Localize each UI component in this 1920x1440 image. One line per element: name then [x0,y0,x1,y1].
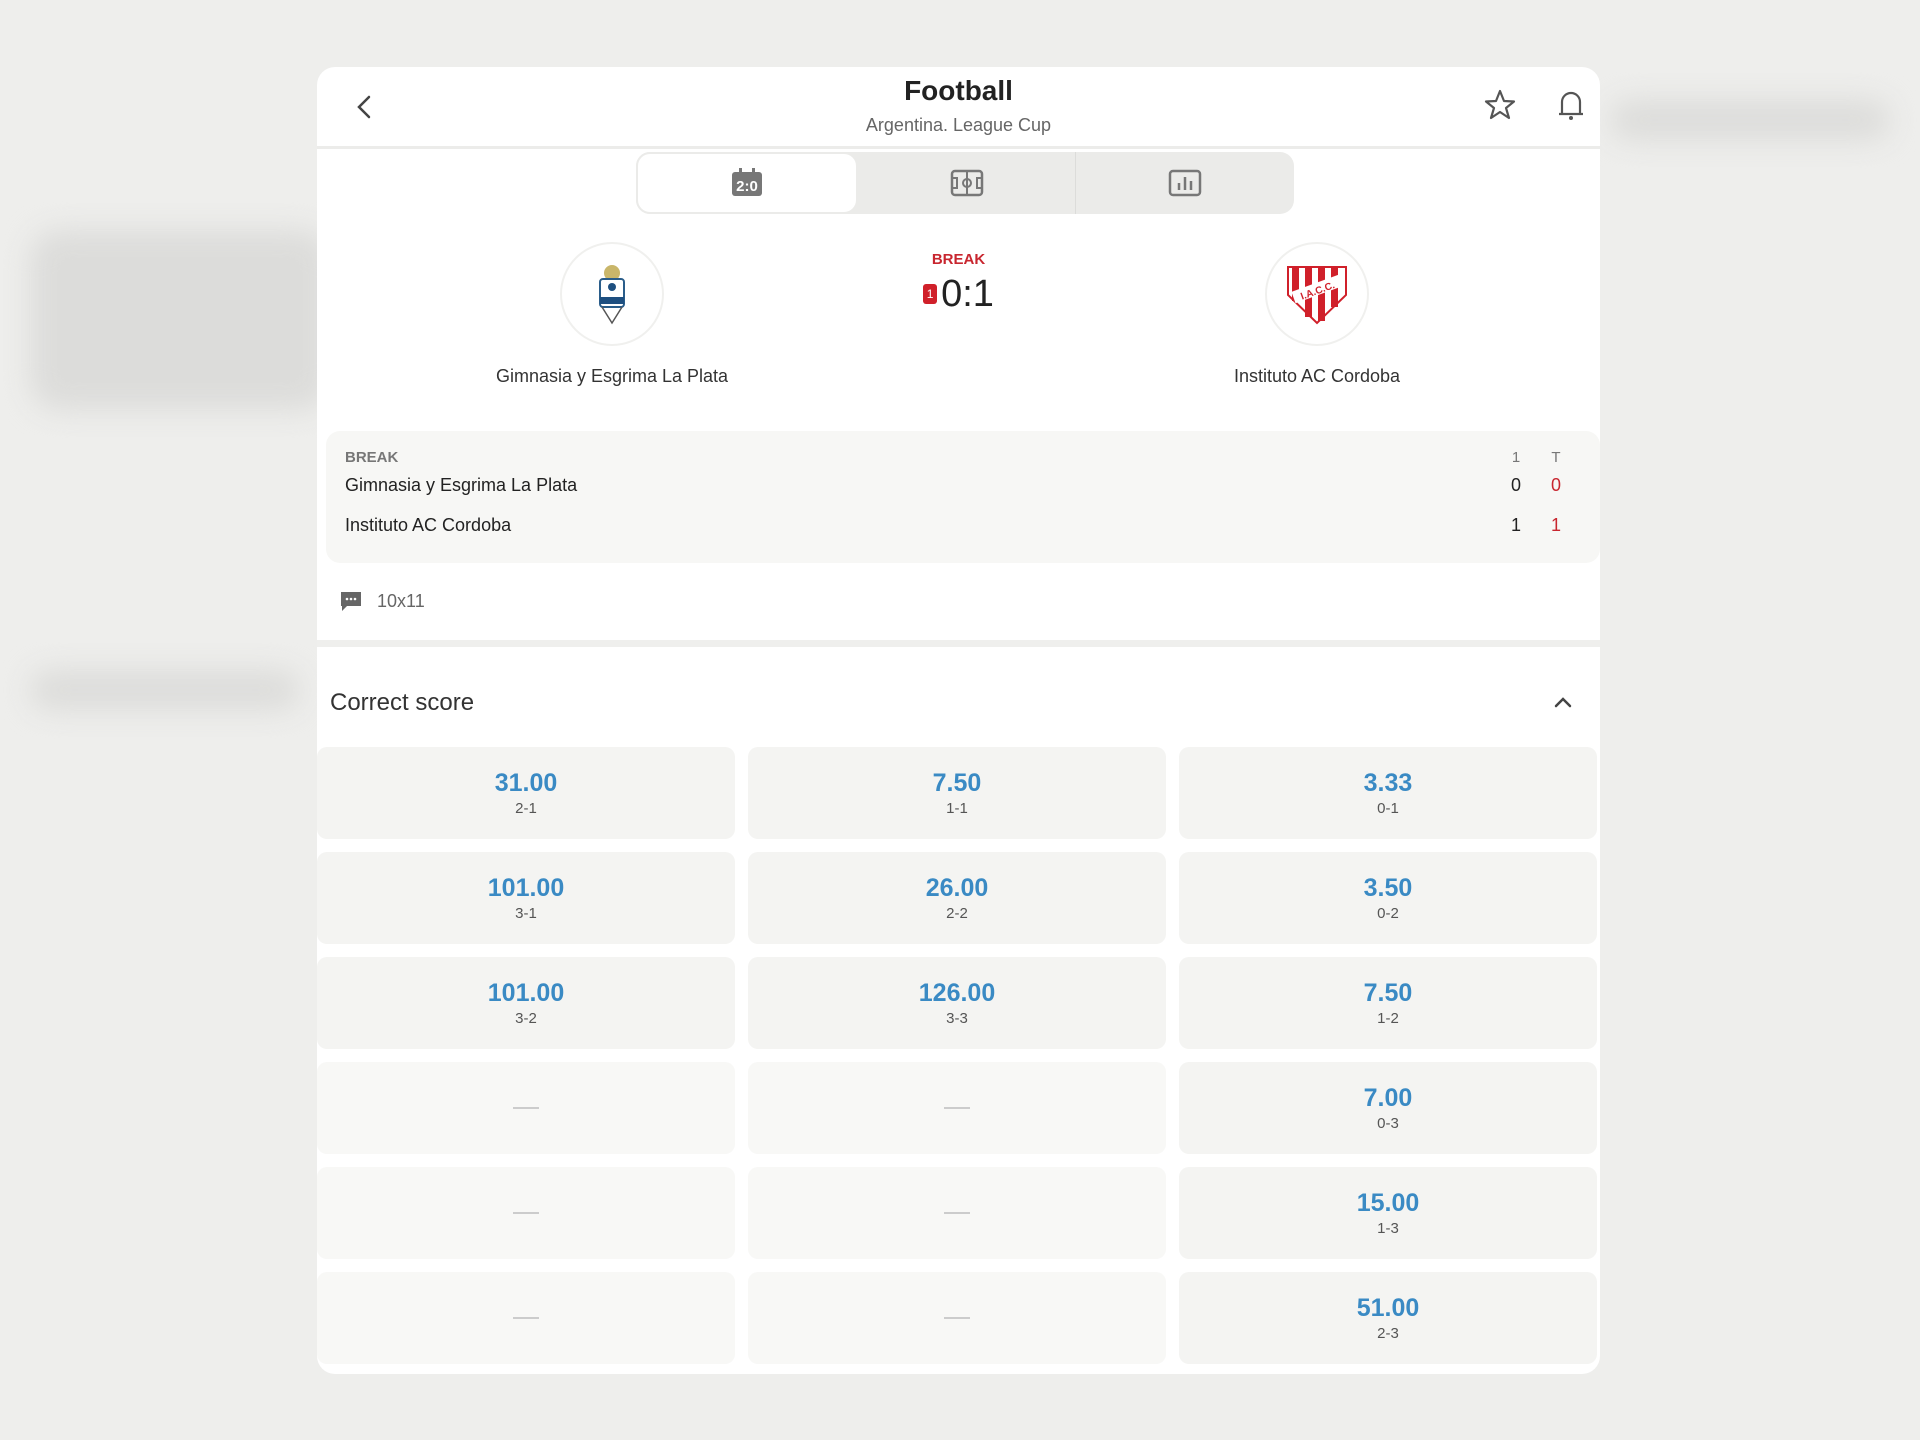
scoreboard-row: Gimnasia y Esgrima La Plata 0 0 [345,475,1576,496]
svg-text:2:0: 2:0 [736,178,758,195]
score-value: 0:1 [941,273,994,315]
tab-scoreboard[interactable]: 2:0 [636,152,858,214]
star-icon[interactable] [1480,85,1520,125]
team-name: Gimnasia y Esgrima La Plata [345,475,578,495]
odds-unavailable [748,1272,1166,1364]
odds-unavailable [748,1167,1166,1259]
odds-value: 7.00 [1363,1084,1413,1112]
background-blur [30,670,300,710]
scoreboard-row: Instituto AC Cordoba 1 1 [345,515,1576,536]
odds-unavailable [748,1062,1166,1154]
comment-text: 10x11 [377,590,425,611]
odds-value: 7.50 [1363,979,1413,1007]
red-card-icon: 1 [923,284,938,304]
period-score: 0 [1510,475,1521,495]
background-blur [30,230,330,410]
odds-button[interactable]: 31.00 2-1 [317,747,735,839]
odds-button[interactable]: 101.00 3-2 [317,957,735,1049]
match-status: BREAK [931,251,986,268]
score-label: 0-2 [1377,905,1399,922]
tab-stats[interactable] [1075,152,1294,214]
comment-icon [341,592,361,611]
home-team-logo [560,242,664,346]
league-name: Argentina. League Cup [865,115,1052,135]
dash-icon [513,1212,539,1214]
scoreboard-status: BREAK [345,449,399,466]
score-label: 2-1 [515,800,537,817]
match-score: 1 0:1 [317,273,1600,316]
odds-button[interactable]: 7.00 0-3 [1179,1062,1597,1154]
odds-button[interactable]: 7.50 1-1 [748,747,1166,839]
dash-icon [944,1317,970,1319]
home-team-name: Gimnasia y Esgrima La Plata [495,366,729,386]
odds-value: 126.00 [918,979,996,1007]
scoreboard: BREAK 1 T Gimnasia y Esgrima La Plata 0 … [326,431,1600,563]
col-total: T [1551,449,1561,466]
score-label: 1-1 [946,800,968,817]
dash-icon [944,1107,970,1109]
odds-value: 26.00 [925,874,989,902]
score-label: 2-2 [946,905,968,922]
background-blur [1610,100,1890,140]
score-label: 3-3 [946,1010,968,1027]
field-icon [950,169,983,197]
score-label: 3-1 [515,905,537,922]
odds-grid: 31.00 2-1 7.50 1-1 3.33 0-1 101.00 3-1 26.00 2-2 3… [317,747,1597,1364]
odds-button[interactable]: 7.50 1-2 [1179,957,1597,1049]
odds-button[interactable]: 3.33 0-1 [1179,747,1597,839]
section-divider [317,640,1600,647]
total-score: 1 [1550,515,1561,535]
odds-button[interactable]: 126.00 3-3 [748,957,1166,1049]
header: Football Argentina. League Cup [317,67,1600,149]
total-score: 0 [1550,475,1561,495]
odds-value: 101.00 [487,979,565,1007]
odds-button[interactable]: 15.00 1-3 [1179,1167,1597,1259]
odds-value: 15.00 [1356,1189,1420,1217]
odds-unavailable [317,1272,735,1364]
score-label: 2-3 [1377,1325,1399,1342]
score-label: 3-2 [515,1010,537,1027]
odds-button[interactable]: 3.50 0-2 [1179,852,1597,944]
odds-unavailable [317,1167,735,1259]
col-period-1: 1 [1511,449,1521,466]
score-label: 1-2 [1377,1010,1399,1027]
away-team-logo: I.A.C.C. [1265,242,1369,346]
odds-value: 3.50 [1363,874,1413,902]
period-score: 1 [1510,515,1521,535]
odds-value: 101.00 [487,874,565,902]
home-team[interactable]: Gimnasia y Esgrima La Plata [412,242,812,387]
odds-button[interactable]: 26.00 2-2 [748,852,1166,944]
score-label: 1-3 [1377,1220,1399,1237]
stats-icon [1168,169,1202,197]
scoreboard-header: BREAK 1 T [345,449,1576,466]
odds-value: 3.33 [1363,769,1413,797]
odds-button[interactable]: 101.00 3-1 [317,852,735,944]
score-label: 0-1 [1377,800,1399,817]
dash-icon [513,1317,539,1319]
away-team[interactable]: I.A.C.C. Instituto AC Cordoba [1117,242,1517,387]
away-team-name: Instituto AC Cordoba [1233,366,1401,386]
team-name: Instituto AC Cordoba [345,515,512,535]
odds-button[interactable]: 51.00 2-3 [1179,1272,1597,1364]
odds-value: 51.00 [1356,1294,1420,1322]
match-comment: 10x11 [339,589,425,613]
dash-icon [944,1212,970,1214]
tab-field[interactable] [858,152,1076,214]
market-title: Correct score [330,689,475,716]
dash-icon [513,1107,539,1109]
scoreboard-icon: 2:0 [731,168,762,196]
back-arrow-icon[interactable] [345,87,385,127]
page-title: Football [904,75,1013,106]
odds-value: 7.50 [932,769,982,797]
bell-icon[interactable] [1551,85,1591,125]
score-label: 0-3 [1377,1115,1399,1132]
view-tabs: 2:0 [636,152,1294,214]
odds-value: 31.00 [494,769,558,797]
chevron-up-icon[interactable] [1548,687,1578,717]
odds-unavailable [317,1062,735,1154]
match-panel: Football Argentina. League Cup 2:0 Gimna… [317,67,1600,1374]
